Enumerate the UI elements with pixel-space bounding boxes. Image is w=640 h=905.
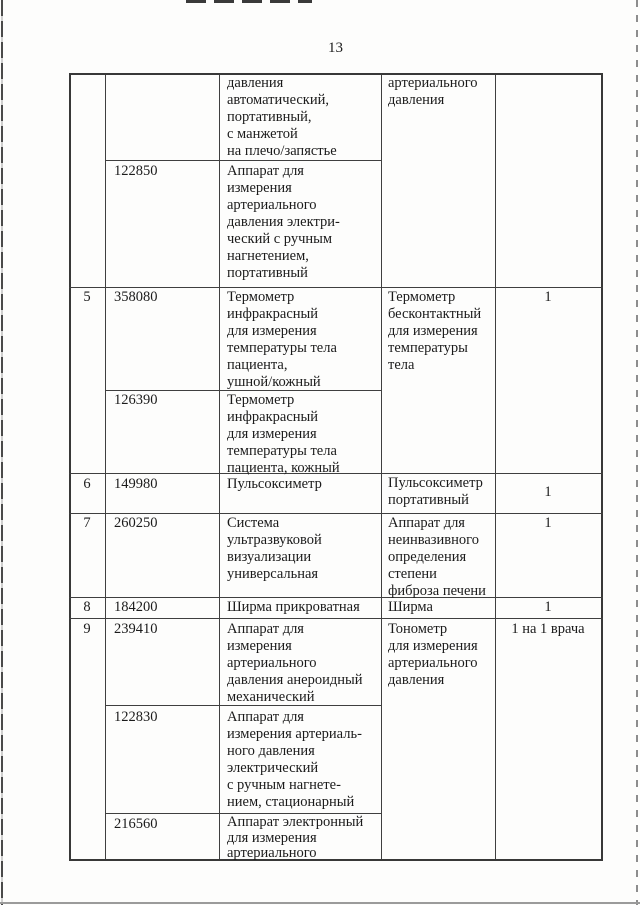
grid-line [69,73,71,860]
cell-type: Термометр бесконтактный для измерения те… [388,289,482,373]
grid-line [105,705,381,707]
page-edge-top [186,0,312,3]
grid-line [601,73,603,860]
cell-row-number: 6 [83,476,91,492]
cell-name: Аппарат для измерения артериального давл… [227,163,340,281]
cell-name: Аппарат электронный для измерения артери… [227,814,364,861]
cell-row-number: 8 [83,599,91,615]
cell-code: 122850 [114,163,158,179]
cell-qty: 1 [544,289,552,305]
page-edge-left [1,0,3,905]
cell-code: 122830 [114,709,158,725]
grid-line [105,390,381,392]
cell-row-number: 9 [83,621,91,637]
cell-type: Пульсоксиметр портативный [388,475,483,508]
grid-line [219,73,221,860]
page-edge-bottom [0,902,640,904]
page-edge-right [636,0,638,905]
cell-row-number: 5 [83,289,91,305]
cell-code: 149980 [114,476,158,492]
cell-name: Термометр инфракрасный для измерения тем… [227,392,340,476]
cell-name: Аппарат для измерения артериаль- ного да… [227,709,362,810]
cell-name: Аппарат для измерения артериального давл… [227,621,363,705]
cell-code: 358080 [114,289,158,305]
grid-line [69,513,603,515]
cell-name: давления автоматический, портативный, с … [227,75,337,159]
cell-code: 126390 [114,392,158,408]
cell-name: Термометр инфракрасный для измерения тем… [227,289,337,390]
cell-qty: 1 [544,515,552,531]
cell-type: Аппарат для неинвазивного определения ст… [388,515,486,599]
grid-line [495,73,497,860]
cell-name: Система ультразвуковой визуализации унив… [227,515,322,582]
grid-line [69,473,603,475]
page-number: 13 [328,40,343,56]
grid-line [69,72,603,75]
grid-line [69,858,603,861]
grid-line [105,73,107,860]
grid-line [105,813,381,815]
grid-line [69,287,603,289]
cell-name: Пульсоксиметр [227,476,322,492]
cell-row-number: 7 [83,515,91,531]
cell-type: Тонометр для измерения артериального дав… [388,621,478,688]
cell-qty: 1 [544,484,552,500]
grid-line [381,73,383,860]
cell-qty: 1 [544,599,552,615]
cell-code: 260250 [114,515,158,531]
cell-type: Ширма [388,599,433,615]
cell-code: 184200 [114,599,158,615]
cell-qty: 1 на 1 врача [511,621,585,637]
cell-code: 216560 [114,816,158,832]
cell-name: Ширма прикроватная [227,599,360,615]
cell-code: 239410 [114,621,158,637]
cell-type: артериального давления [388,75,478,108]
grid-line [105,160,381,162]
grid-line [69,618,603,620]
grid-line [69,597,603,599]
